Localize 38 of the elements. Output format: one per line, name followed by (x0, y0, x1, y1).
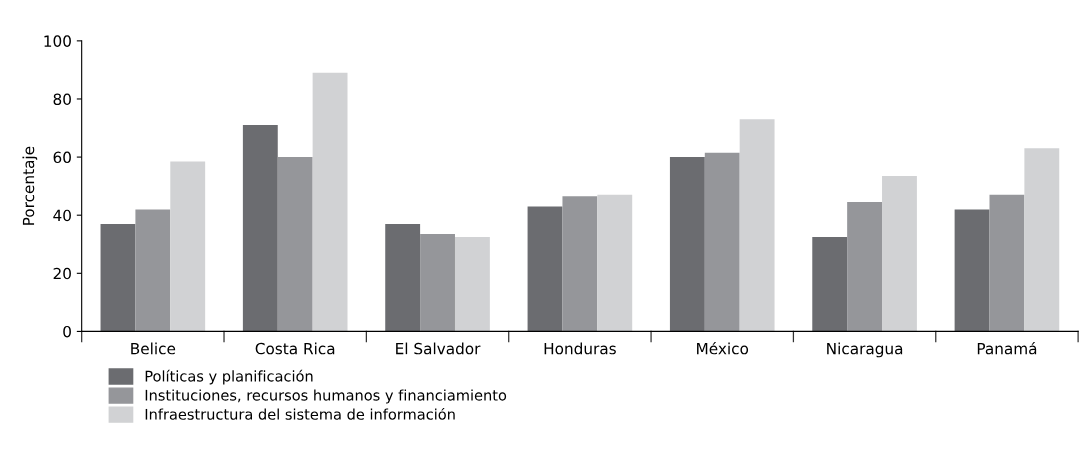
bar (704, 152, 740, 332)
bar (989, 194, 1025, 332)
bar (420, 234, 455, 332)
bar (882, 175, 917, 332)
x-tick-label: Costa Rica (255, 342, 335, 355)
x-tick-label: México (697, 341, 749, 355)
x-tick-label: Honduras (544, 342, 616, 355)
bar (312, 72, 348, 332)
y-tick-label: 60 (53, 151, 71, 164)
bar (954, 209, 990, 332)
y-tick-label: 80 (53, 93, 71, 105)
y-tick-label: 40 (53, 209, 71, 222)
bar (170, 161, 206, 332)
legend-label: Políticas y planificación (145, 369, 313, 385)
bar (454, 236, 490, 332)
y-axis-title: Porcentaje (22, 146, 38, 225)
x-tick-label: El Salvador (396, 342, 481, 355)
bar (597, 194, 633, 332)
y-tick-label: 20 (53, 267, 71, 280)
legend-label: Instituciones, recursos humanos y financiamiento (145, 389, 507, 404)
y-tick-label: 100 (44, 35, 71, 47)
x-tick-label: Nicaragua (827, 342, 903, 358)
bar (1024, 148, 1060, 332)
bar (562, 196, 598, 332)
bar (669, 157, 705, 332)
bar (739, 119, 775, 332)
bar (242, 125, 278, 332)
bar (385, 223, 421, 332)
x-tick-label: Belice (131, 342, 176, 355)
legend-label: Infraestructura del sistema de información (145, 407, 455, 420)
bar (277, 157, 313, 332)
y-tick-label: 0 (63, 325, 71, 338)
bar (847, 202, 883, 332)
bar (812, 236, 848, 332)
x-tick-label: Panamá (977, 341, 1037, 355)
bar (135, 209, 171, 332)
bar (527, 206, 563, 332)
bar (100, 223, 136, 332)
